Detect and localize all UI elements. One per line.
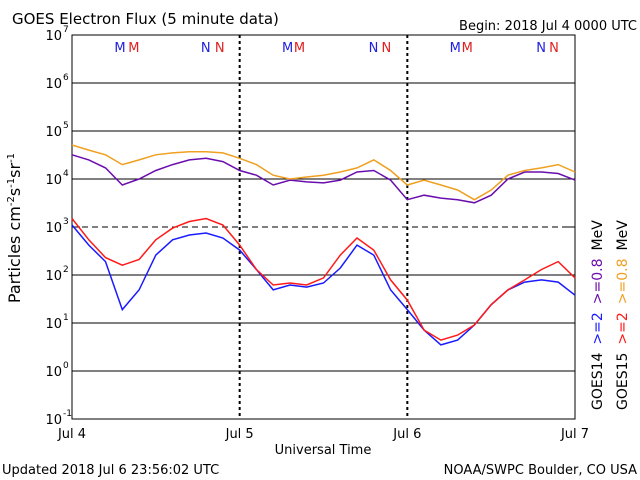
annotation: N xyxy=(536,41,546,56)
y-tick-exponent: 5 xyxy=(63,121,69,131)
annotation: N xyxy=(369,41,379,56)
y-tick-label: 10 xyxy=(45,221,62,236)
y-tick-label: 10 xyxy=(45,125,62,140)
y-tick-label: 10 xyxy=(45,317,62,332)
y-tick-exponent: -1 xyxy=(63,409,72,419)
series-line xyxy=(71,217,576,341)
y-axis-label: Particles cm-2s-1sr-1 xyxy=(5,153,24,303)
x-axis-label: Universal Time xyxy=(275,443,372,458)
y-tick-label: 10 xyxy=(45,77,62,92)
y-tick-exponent: 7 xyxy=(63,25,69,35)
series-line xyxy=(71,154,576,204)
y-tick-exponent: 6 xyxy=(63,73,69,83)
annotation: N xyxy=(549,41,559,56)
annotation: M xyxy=(128,41,139,56)
footer-right: NOAA/SWPC Boulder, CO USA xyxy=(444,463,637,478)
y-tick-exponent: 3 xyxy=(63,217,69,227)
legend-satellite: GOES14 xyxy=(590,352,606,410)
legend-entry: >=0.8 xyxy=(590,258,606,304)
y-tick-label: 10 xyxy=(45,269,62,284)
y-tick-label: 10 xyxy=(45,365,62,380)
y-tick-exponent: 2 xyxy=(63,265,69,275)
x-tick-label: Jul 5 xyxy=(225,427,254,442)
annotation: N xyxy=(382,41,392,56)
legend-satellite: GOES15 xyxy=(615,353,631,410)
y-axis-label-sup: -2 xyxy=(6,196,17,206)
y-axis-label-part: sr xyxy=(5,163,24,178)
x-tick-label: Jul 6 xyxy=(392,427,421,442)
x-tick-label: Jul 7 xyxy=(560,427,589,442)
y-axis-label-part: Particles cm xyxy=(5,206,24,303)
legend: GOES14 >=2 >=0.8 MeV xyxy=(590,220,606,410)
plot-frame xyxy=(71,34,576,420)
annotation: M xyxy=(462,41,473,56)
legend-entry: >=0.8 xyxy=(615,258,631,304)
annotation: N xyxy=(201,41,211,56)
legend-entry: >=2 xyxy=(615,312,631,344)
y-tick-exponent: 1 xyxy=(63,313,69,323)
annotation: M xyxy=(114,41,125,56)
y-tick-exponent: 4 xyxy=(63,169,69,179)
y-axis-label-sup: -1 xyxy=(6,178,17,188)
y-axis-label-sup: -1 xyxy=(6,153,17,163)
y-tick-label: 10 xyxy=(45,173,62,188)
legend-unit: MeV xyxy=(615,220,631,251)
annotation: M xyxy=(294,41,305,56)
y-tick-exponent: 0 xyxy=(63,361,69,371)
series-line xyxy=(71,224,576,346)
annotation: N xyxy=(215,41,225,56)
subtitle: Begin: 2018 Jul 4 0000 UTC xyxy=(459,19,637,34)
legend-unit: MeV xyxy=(590,220,606,251)
y-tick-label: 10 xyxy=(45,413,62,428)
x-tick-label: Jul 4 xyxy=(57,427,86,442)
annotation: M xyxy=(282,41,293,56)
footer-left: Updated 2018 Jul 6 23:56:02 UTC xyxy=(2,463,219,478)
legend-entry: >=2 xyxy=(590,312,606,344)
legend: GOES15 >=2 >=0.8 MeV xyxy=(615,220,631,410)
series-line xyxy=(71,144,576,201)
chart-title: GOES Electron Flux (5 minute data) xyxy=(12,10,279,28)
y-axis-label-part: s xyxy=(5,188,24,196)
y-tick-label: 10 xyxy=(45,29,62,44)
annotation: M xyxy=(450,41,461,56)
